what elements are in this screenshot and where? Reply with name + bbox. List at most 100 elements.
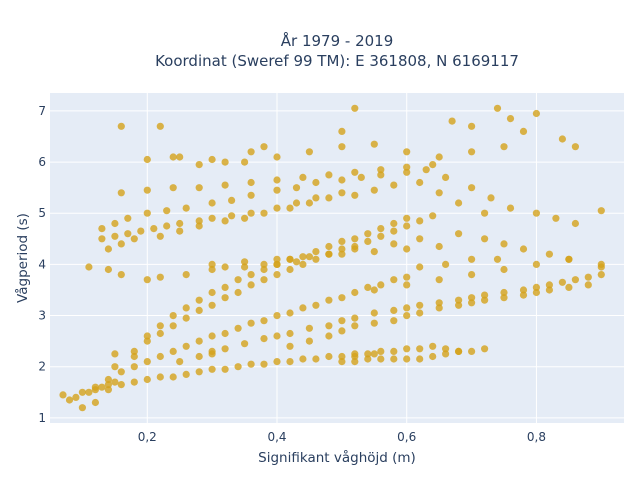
data-point xyxy=(370,319,378,327)
data-point xyxy=(325,296,333,304)
data-point xyxy=(247,148,255,156)
chart-subtitle: Koordinat (Sweref 99 TM): E 361808, N 61… xyxy=(155,52,519,70)
data-point xyxy=(241,258,249,266)
x-tick-label: 0,6 xyxy=(397,430,416,444)
data-point xyxy=(273,332,281,340)
data-point xyxy=(104,375,112,384)
data-point xyxy=(519,127,528,135)
data-point xyxy=(351,322,359,330)
data-point xyxy=(286,265,294,274)
data-point xyxy=(364,283,372,291)
y-tick-label: 3 xyxy=(38,309,46,323)
data-point xyxy=(351,288,359,297)
data-point xyxy=(156,122,164,130)
data-point xyxy=(273,204,281,212)
data-point xyxy=(377,355,385,363)
data-point xyxy=(104,386,112,394)
data-point xyxy=(558,278,567,286)
data-point xyxy=(364,355,372,363)
data-point xyxy=(481,291,489,299)
data-point xyxy=(305,199,313,207)
data-point xyxy=(338,237,346,245)
data-point xyxy=(104,245,112,253)
data-point xyxy=(390,181,398,189)
data-point xyxy=(390,347,398,355)
data-point xyxy=(312,355,320,363)
data-point xyxy=(234,288,242,297)
data-point xyxy=(208,301,216,309)
data-point xyxy=(403,168,411,176)
data-point xyxy=(221,181,229,189)
data-point xyxy=(176,227,184,235)
data-point xyxy=(91,398,99,407)
data-point xyxy=(429,212,437,220)
data-point xyxy=(234,324,242,332)
data-point xyxy=(247,281,255,289)
data-point xyxy=(390,306,398,314)
data-point xyxy=(169,373,177,381)
data-point xyxy=(403,214,411,222)
data-point xyxy=(429,352,437,361)
y-tick-label: 4 xyxy=(38,257,46,271)
data-point xyxy=(182,271,190,279)
data-point xyxy=(260,209,268,217)
data-point xyxy=(351,358,359,366)
data-point xyxy=(597,207,605,215)
data-point xyxy=(403,273,411,281)
data-point xyxy=(455,230,463,238)
data-point xyxy=(468,299,476,307)
data-point xyxy=(597,271,605,279)
data-point xyxy=(299,260,307,268)
data-point xyxy=(338,143,346,151)
data-point xyxy=(416,345,424,353)
data-point xyxy=(286,358,294,366)
data-point xyxy=(351,350,359,358)
data-point xyxy=(156,373,164,381)
data-point xyxy=(286,342,294,350)
data-point xyxy=(377,225,385,233)
data-point xyxy=(305,337,313,345)
data-point xyxy=(195,217,203,225)
data-point xyxy=(98,383,106,391)
data-point xyxy=(273,271,281,279)
data-point xyxy=(532,109,541,118)
data-point xyxy=(208,332,216,340)
data-point xyxy=(390,219,398,228)
data-point xyxy=(228,196,236,204)
data-point xyxy=(519,286,528,294)
x-tick-label: 0,4 xyxy=(267,430,286,444)
data-point xyxy=(338,189,346,197)
data-point xyxy=(468,184,476,192)
data-point xyxy=(403,245,411,253)
data-point xyxy=(247,178,255,187)
data-point xyxy=(571,276,580,284)
data-point xyxy=(98,235,106,243)
data-point xyxy=(442,345,450,353)
data-point xyxy=(111,219,119,228)
data-point xyxy=(338,317,346,325)
data-point xyxy=(169,312,177,320)
data-point xyxy=(111,378,119,386)
data-point xyxy=(150,225,158,233)
data-point xyxy=(241,158,249,166)
data-point xyxy=(195,161,203,169)
data-point xyxy=(169,184,177,192)
data-point xyxy=(247,191,255,199)
data-point xyxy=(169,322,177,330)
data-point xyxy=(247,319,255,327)
y-tick-labels: 1 2 3 4 5 6 7 xyxy=(38,104,46,425)
x-axis-title: Signifikant våghöjd (m) xyxy=(258,449,416,466)
data-point xyxy=(117,381,125,389)
data-point xyxy=(351,191,359,199)
data-point xyxy=(305,253,313,261)
data-point xyxy=(351,314,359,322)
data-point xyxy=(260,265,268,274)
data-point xyxy=(221,294,229,302)
data-point xyxy=(422,166,430,174)
data-point xyxy=(130,235,138,243)
data-point xyxy=(403,304,411,312)
data-point xyxy=(292,199,301,207)
data-point xyxy=(182,342,190,350)
data-point xyxy=(143,337,151,345)
data-point xyxy=(208,365,216,373)
